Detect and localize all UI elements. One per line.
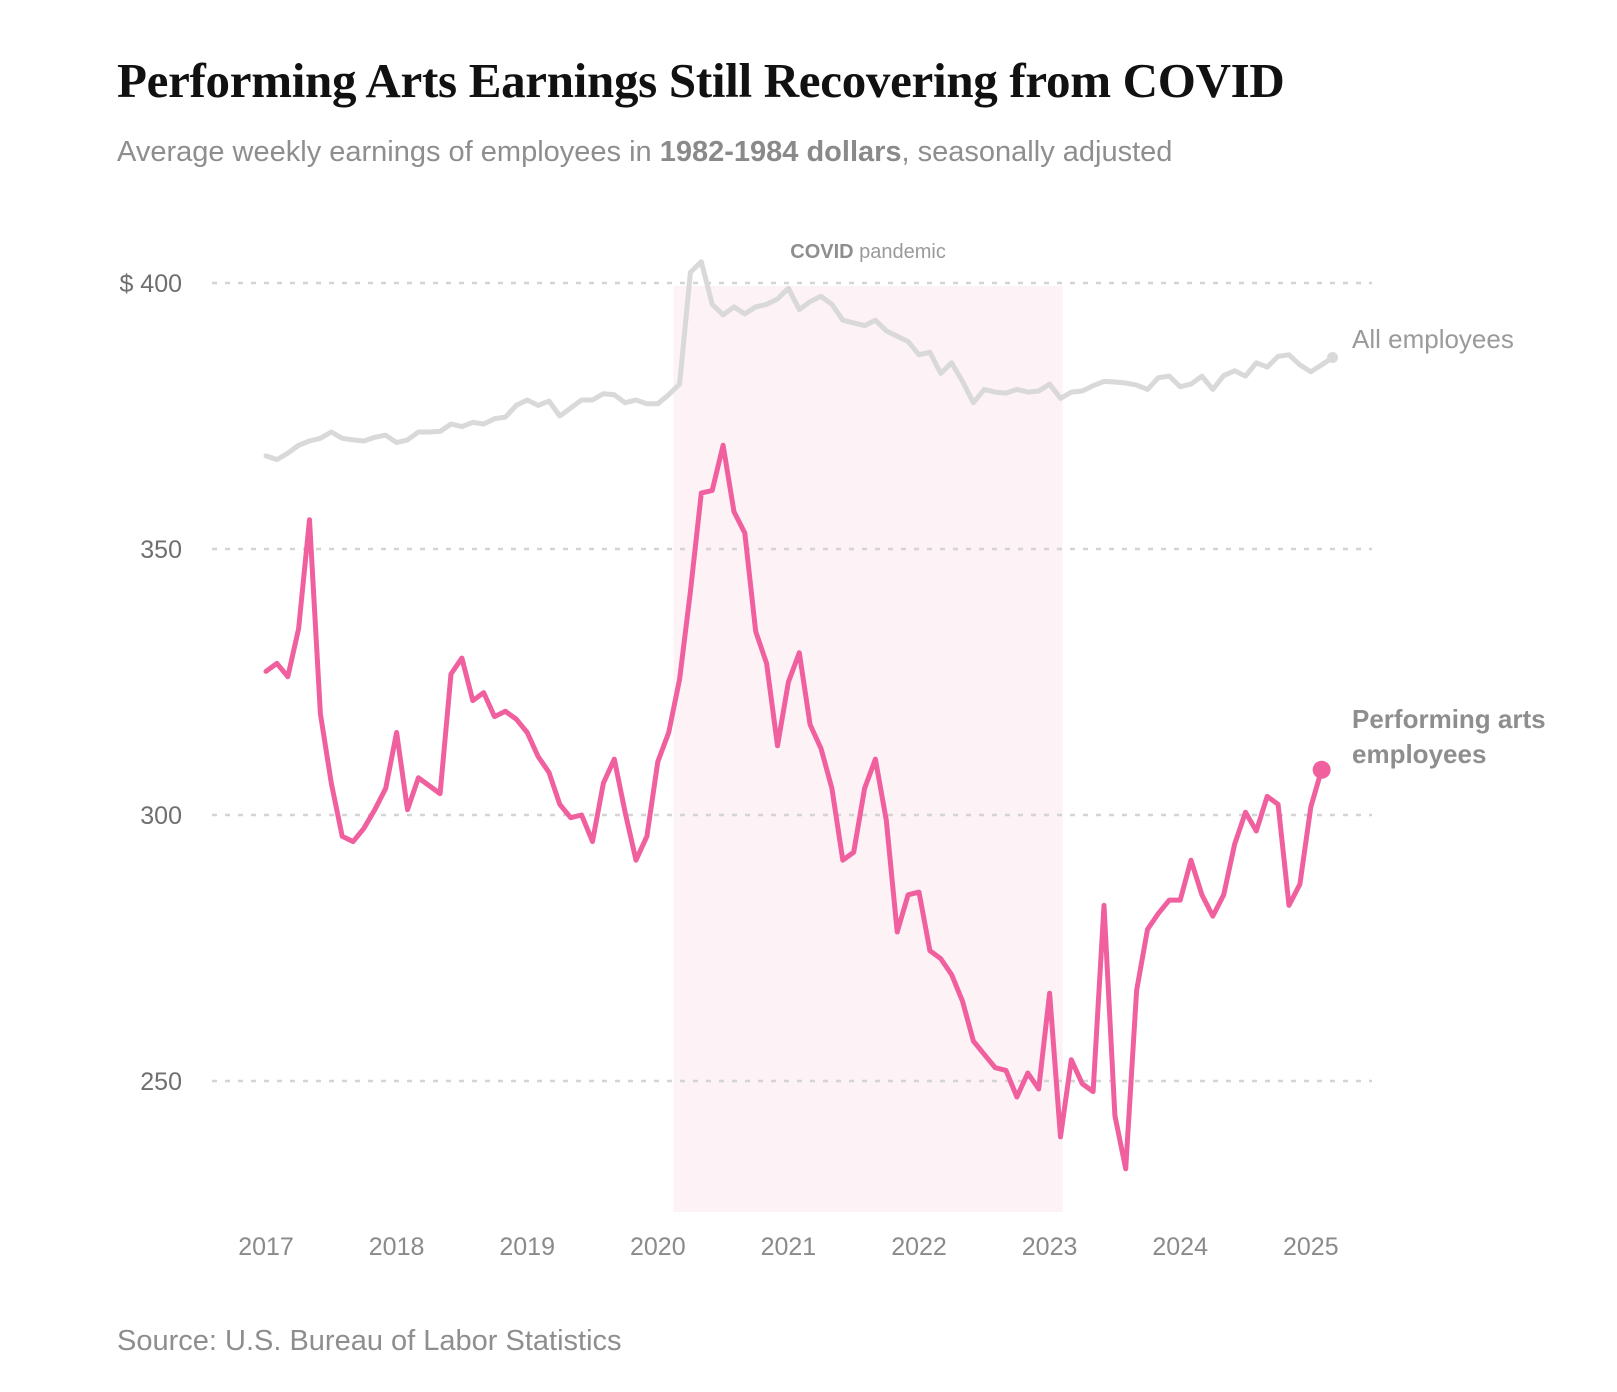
performing-arts-line: [263, 442, 1325, 1172]
x-tick-label: 2022: [891, 1233, 947, 1261]
all-employees-end-point: [1327, 351, 1339, 363]
grid-layer: [212, 281, 1372, 1083]
x-tick-label: 2019: [499, 1233, 555, 1261]
series-label-performing-arts: Performing arts employees: [1352, 704, 1546, 769]
y-tick-label: $ 400: [119, 270, 182, 298]
series-layer: [263, 259, 1339, 1172]
subtitle-prefix: Average weekly earnings of employees in: [117, 136, 660, 168]
x-tick-label: 2020: [630, 1233, 686, 1261]
covid-annotation-bold: COVID: [790, 241, 853, 263]
label-layer: COVID pandemic All employees Performing ar…: [790, 241, 1545, 769]
series-label-line: Performing arts: [1352, 704, 1546, 734]
y-tick-label: 300: [140, 802, 182, 830]
x-tick-label: 2023: [1022, 1233, 1078, 1261]
chart-title: Performing Arts Earnings Still Recoverin…: [117, 53, 1285, 108]
y-tick-label: 250: [140, 1068, 182, 1096]
subtitle-bold: 1982-1984 dollars: [659, 136, 902, 168]
covid-band: [673, 286, 1063, 1212]
covid-annotation-text: pandemic: [854, 241, 946, 263]
performing-arts-end-point: [1312, 760, 1331, 779]
covid-annotation: COVID pandemic: [790, 241, 946, 263]
x-tick-label: 2018: [369, 1233, 425, 1261]
source-note: Source: U.S. Bureau of Labor Statistics: [117, 1325, 622, 1357]
subtitle-suffix: , seasonally adjusted: [901, 136, 1173, 168]
series-label-all-employees: All employees: [1352, 324, 1514, 354]
axis-layer: 250 300 350 $ 400 2017 2018 2019 2020 2021 2022 20…: [119, 270, 1338, 1261]
chart-subtitle: Average weekly earnings of employees in …: [117, 136, 1172, 169]
x-tick-label: 2025: [1283, 1233, 1339, 1261]
covid-band-layer: [673, 286, 1063, 1212]
x-tick-label: 2021: [761, 1233, 817, 1261]
y-tick-label: 350: [140, 536, 182, 564]
x-tick-label: 2017: [238, 1233, 294, 1261]
series-label-line: employees: [1352, 739, 1486, 769]
x-tick-label: 2024: [1152, 1233, 1208, 1261]
all-employees-line: [263, 259, 1335, 463]
